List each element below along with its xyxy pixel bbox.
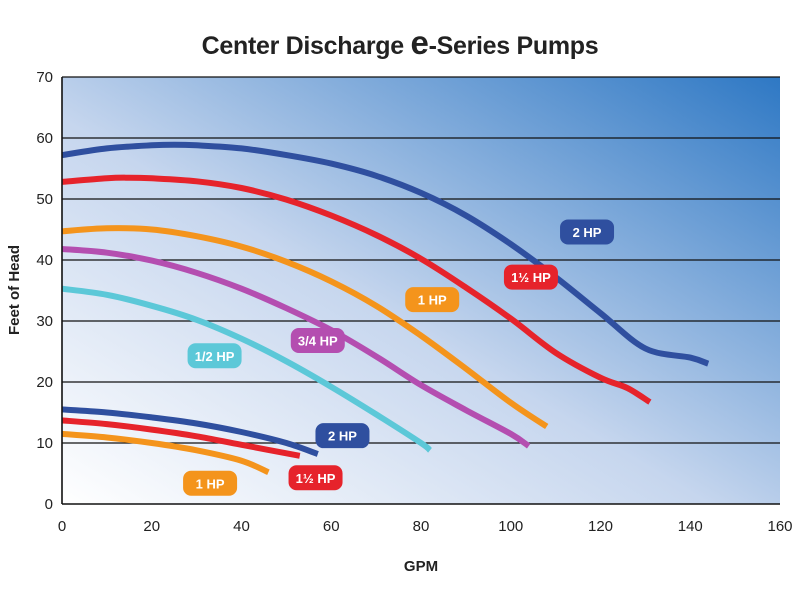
curve-label-badge [315,423,370,449]
chart-title-e: e [410,24,429,61]
curve-labels: 2 HP 1½ HP 1 HP 3/4 HP 1/2 HP 2 HP 1½ HP 1 HP [183,219,615,496]
x-tick-label: 160 [767,518,792,535]
y-tick-label: 10 [36,435,53,452]
curve-label-badge [290,328,345,354]
x-axis-ticks: 0 20 40 60 80 100 120 140 160 [58,518,793,535]
series-line-7 [62,430,270,476]
series-line-5 [62,406,319,457]
curve-label-badge [183,470,238,496]
curve-label-text: 1/2 HP [195,349,235,364]
curve-label-badge [187,343,242,369]
curve-label: 1 HP [183,470,238,496]
curve-label-badge [405,287,460,313]
y-tick-label: 20 [36,374,53,391]
curve-label: 1/2 HP [187,343,242,369]
x-tick-label: 60 [323,518,340,535]
x-tick-label: 20 [143,518,160,535]
curve-label-text: 1½ HP [511,270,551,285]
x-axis-label: GPM [404,558,438,575]
y-tick-label: 40 [36,252,53,269]
curve-label: 2 HP [560,219,615,245]
chart-title: Center Discharge e-Series Pumps [0,24,800,62]
x-tick-label: 40 [233,518,250,535]
y-tick-label: 60 [36,130,53,147]
x-tick-label: 120 [588,518,613,535]
curve-label: 1½ HP [288,465,343,491]
curve-label-text: 2 HP [573,225,602,240]
curve-label-text: 1½ HP [296,471,336,486]
curve-label-text: 2 HP [328,429,357,444]
series-line-4 [62,285,433,453]
series-line-0 [62,141,710,367]
curve-label-badge [288,465,343,491]
y-axis-label: Feet of Head [6,245,23,335]
x-tick-label: 100 [498,518,523,535]
chart-title-suffix: -Series Pumps [428,32,599,60]
curve-label: 3/4 HP [290,328,345,354]
series-line-2 [62,225,549,430]
curve-label-badge [503,264,558,290]
series-line-6 [62,417,301,459]
chart-title-prefix: Center Discharge [201,32,411,60]
y-tick-label: 30 [36,313,53,330]
curve-label: 2 HP [315,423,370,449]
x-tick-label: 0 [58,518,66,535]
series-line-3 [62,246,531,449]
y-tick-label: 50 [36,191,53,208]
curve-label-text: 3/4 HP [298,334,338,349]
series-line-1 [62,174,652,405]
curve-label-text: 1 HP [418,293,447,308]
pump-curves [62,141,710,476]
y-tick-label: 0 [45,496,53,513]
y-axis-ticks: 0 10 20 30 40 50 60 70 [36,69,53,513]
y-tick-label: 70 [36,69,53,86]
x-tick-label: 140 [678,518,703,535]
curve-label: 1½ HP [503,264,558,290]
curve-label-text: 1 HP [196,476,225,491]
curve-label: 1 HP [405,287,460,313]
curve-label-badge [560,219,615,245]
x-tick-label: 80 [413,518,430,535]
